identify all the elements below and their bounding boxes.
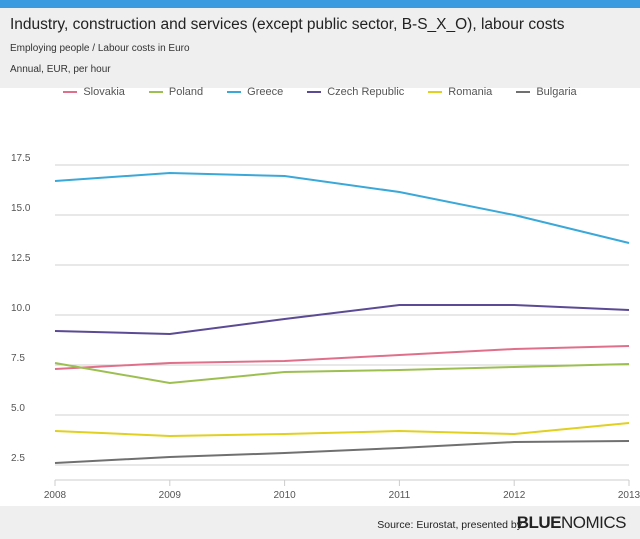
chart-subtitle: Employing people / Labour costs in Euro [10,43,190,54]
legend-item[interactable]: Poland [148,86,204,98]
x-tick-label: 2008 [44,490,67,501]
footer: Source: Eurostat, presented by BLUENOMIC… [0,506,640,539]
y-tick-label: 2.5 [11,453,25,464]
legend-swatch [148,91,163,93]
y-tick-label: 12.5 [11,253,31,264]
series-line-greece [54,171,630,244]
y-tick-label: 10.0 [11,303,31,314]
chart-header: Industry, construction and services (exc… [0,8,640,88]
y-tick-label: 5.0 [11,403,25,414]
series-line-poland [54,362,630,385]
legend-label: Slovakia [83,86,125,98]
line-chart: 2.5 5.0 7.5 10.0 12.5 15.0 17.5 2008 2009 2010 201… [11,153,640,501]
legend-item[interactable]: Romania [428,86,492,98]
source-text: Source: Eurostat, presented by [377,519,522,531]
legend-item[interactable]: Slovakia [63,86,125,98]
x-tick-label: 2012 [503,490,526,501]
legend-label: Czech Republic [327,86,405,98]
bluenomics-logo: BLUENOMICS [516,513,627,532]
top-accent-bar [0,0,640,8]
legend-label: Greece [247,86,284,98]
legend-swatch [307,91,322,93]
legend-item[interactable]: Czech Republic [307,86,404,98]
legend-label: Poland [168,86,204,98]
legend-item[interactable]: Bulgaria [516,86,577,98]
series-line-romania [54,422,630,438]
legend-swatch [428,91,443,93]
x-tick-label: 2013 [618,490,640,501]
legend-item[interactable]: Greece [227,86,283,98]
series-line-bulgaria [54,440,630,464]
x-tick-label: 2010 [273,490,296,501]
chart-title: Industry, construction and services (exc… [10,16,565,33]
legend-swatch [516,91,531,93]
y-tick-label: 15.0 [11,203,31,214]
x-tick-label: 2009 [159,490,182,501]
legend-label: Romania [448,86,493,98]
series-line-slovakia [54,345,630,370]
x-tick-label: 2011 [389,490,411,501]
chart-unit: Annual, EUR, per hour [10,64,111,75]
legend: Slovakia Poland Greece Czech Republic Romani… [0,86,640,98]
legend-swatch [63,91,78,93]
y-tick-label: 7.5 [11,353,25,364]
legend-swatch [227,91,242,93]
legend-label: Bulgaria [536,86,577,98]
series-line-czech-republic [54,304,630,336]
y-tick-label: 17.5 [11,153,31,164]
